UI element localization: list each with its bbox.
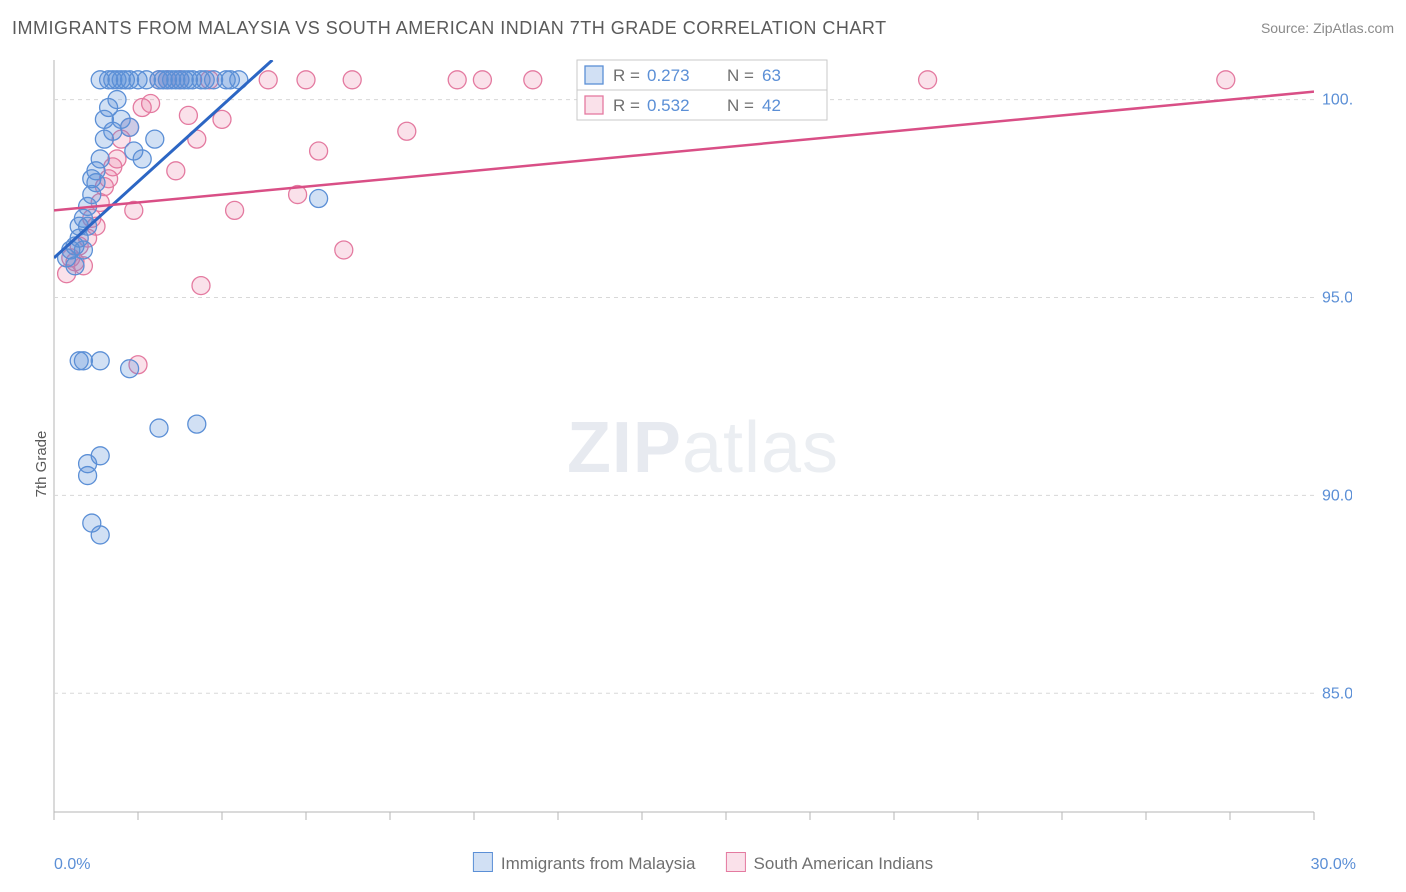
legend-label-south-american: South American Indians [754, 854, 934, 873]
legend-swatch-south-american [726, 852, 746, 872]
y-axis-label: 7th Grade [33, 431, 50, 498]
legend-label-malaysia: Immigrants from Malaysia [501, 854, 696, 873]
legend-item-south-american: South American Indians [726, 852, 934, 874]
chart-header: IMMIGRANTS FROM MALAYSIA VS SOUTH AMERIC… [12, 18, 1394, 48]
chart-source: Source: ZipAtlas.com [1261, 20, 1394, 36]
legend-bottom: Immigrants from Malaysia South American … [473, 852, 933, 874]
svg-text:N =: N = [727, 66, 754, 85]
svg-text:42: 42 [762, 96, 781, 115]
svg-text:63: 63 [762, 66, 781, 85]
scatter-plot: 85.0% 90.0% 95.0% 100.0% R = 0.273 N = 63 R = 0.5… [12, 54, 1352, 844]
svg-text:0.532: 0.532 [647, 96, 690, 115]
legend-swatch-malaysia [473, 852, 493, 872]
chart-title: IMMIGRANTS FROM MALAYSIA VS SOUTH AMERIC… [12, 18, 887, 38]
svg-text:90.0%: 90.0% [1322, 487, 1352, 504]
legend-item-malaysia: Immigrants from Malaysia [473, 852, 696, 874]
svg-text:100.0%: 100.0% [1322, 92, 1352, 109]
svg-text:R =: R = [613, 66, 640, 85]
svg-text:0.273: 0.273 [647, 66, 690, 85]
chart-area: 7th Grade ZIPatlas 85.0%90.0%95.0%100.0%… [12, 54, 1394, 874]
source-prefix: Source: [1261, 20, 1313, 36]
source-link[interactable]: ZipAtlas.com [1313, 20, 1394, 36]
svg-text:R =: R = [613, 96, 640, 115]
x-min-label: 0.0% [54, 856, 90, 874]
svg-text:N =: N = [727, 96, 754, 115]
svg-text:85.0%: 85.0% [1322, 685, 1352, 702]
x-max-label: 30.0% [1311, 856, 1356, 874]
svg-text:95.0%: 95.0% [1322, 289, 1352, 306]
